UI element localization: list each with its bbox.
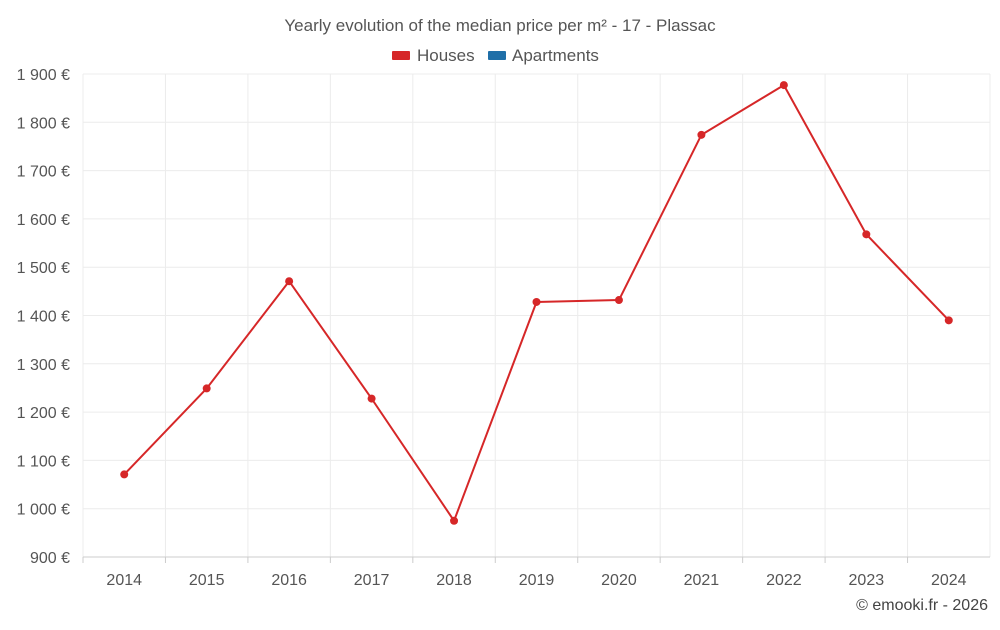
legend-label-houses: Houses bbox=[417, 46, 475, 65]
axes: 900 € 1 000 € 1 100 € 1 200 € 1 300 € 1 400 €… bbox=[17, 67, 990, 589]
legend-item-apartments[interactable]: Apartments bbox=[488, 46, 599, 65]
y-tick-label: 1 800 € bbox=[17, 115, 70, 132]
legend-swatch-houses bbox=[392, 51, 410, 60]
legend-item-houses[interactable]: Houses bbox=[392, 46, 475, 65]
credit-text: © emooki.fr - 2026 bbox=[856, 597, 988, 614]
y-tick-label: 1 600 € bbox=[17, 212, 70, 229]
x-tick-label: 2019 bbox=[519, 572, 555, 589]
legend: Houses Apartments bbox=[392, 46, 599, 65]
data-point-houses-2014[interactable] bbox=[120, 470, 129, 479]
x-tick-label: 2018 bbox=[436, 572, 472, 589]
x-tick-label: 2016 bbox=[271, 572, 307, 589]
legend-swatch-apartments bbox=[488, 51, 506, 60]
data-point-houses-2020[interactable] bbox=[614, 296, 623, 305]
data-point-houses-2022[interactable] bbox=[779, 81, 788, 90]
data-point-houses-2015[interactable] bbox=[202, 384, 211, 393]
y-tick-label: 1 300 € bbox=[17, 357, 70, 374]
y-tick-label: 1 000 € bbox=[17, 502, 70, 519]
gridlines bbox=[82, 73, 991, 557]
x-tick-label: 2023 bbox=[849, 572, 885, 589]
y-tick-label: 1 400 € bbox=[17, 309, 70, 326]
y-tick-label: 1 200 € bbox=[17, 405, 70, 422]
data-point-houses-2023[interactable] bbox=[862, 230, 871, 239]
x-tick-label: 2021 bbox=[684, 572, 720, 589]
x-tick-label: 2014 bbox=[106, 572, 142, 589]
data-point-houses-2024[interactable] bbox=[944, 316, 953, 325]
x-tick-label: 2020 bbox=[601, 572, 637, 589]
series-layer bbox=[120, 81, 953, 525]
y-tick-label: 1 500 € bbox=[17, 260, 70, 277]
x-tick-label: 2015 bbox=[189, 572, 225, 589]
chart-title: Yearly evolution of the median price per… bbox=[284, 16, 716, 35]
legend-label-apartments: Apartments bbox=[512, 46, 599, 65]
data-point-houses-2021[interactable] bbox=[697, 130, 706, 139]
y-tick-label: 1 100 € bbox=[17, 453, 70, 470]
y-tick-label: 1 900 € bbox=[17, 67, 70, 84]
data-point-houses-2016[interactable] bbox=[285, 277, 294, 286]
data-point-houses-2018[interactable] bbox=[450, 516, 459, 525]
x-tick-label: 2024 bbox=[931, 572, 967, 589]
data-point-houses-2019[interactable] bbox=[532, 297, 541, 306]
y-tick-label: 900 € bbox=[30, 550, 70, 567]
y-tick-label: 1 700 € bbox=[17, 164, 70, 181]
data-point-houses-2017[interactable] bbox=[367, 394, 376, 403]
x-tick-label: 2017 bbox=[354, 572, 390, 589]
x-tick-label: 2022 bbox=[766, 572, 802, 589]
